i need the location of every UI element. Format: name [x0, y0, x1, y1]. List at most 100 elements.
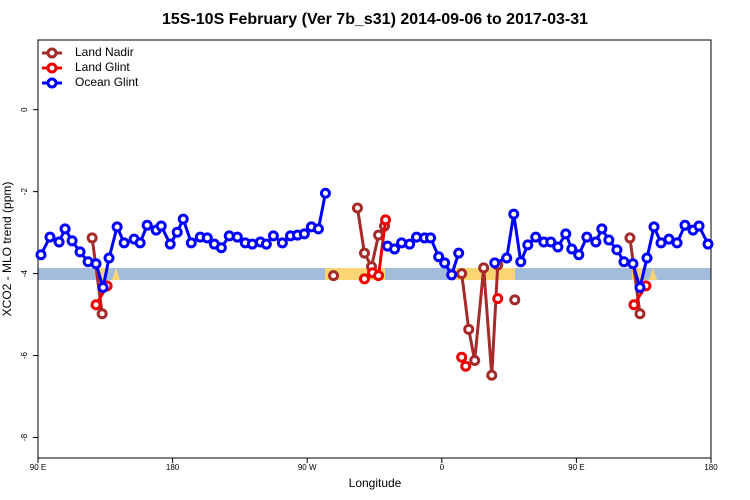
point — [456, 351, 468, 363]
x-tick-label: 90 E — [30, 463, 46, 472]
point — [590, 236, 602, 248]
point — [171, 226, 183, 238]
point — [552, 241, 564, 253]
point — [267, 230, 279, 242]
series-line — [94, 219, 648, 367]
point — [185, 237, 197, 249]
point — [515, 256, 527, 268]
legend-label: Ocean Glint — [75, 75, 139, 89]
point — [96, 308, 108, 320]
point — [460, 360, 472, 372]
point — [215, 242, 227, 254]
point — [59, 223, 71, 235]
point — [530, 231, 542, 243]
point — [446, 269, 458, 281]
point — [111, 221, 123, 233]
point — [545, 236, 557, 248]
point — [35, 249, 47, 261]
point — [276, 237, 288, 249]
point — [312, 223, 324, 235]
point — [611, 244, 623, 256]
point — [90, 258, 102, 270]
point — [425, 232, 437, 244]
point — [351, 202, 363, 214]
legend-label: Land Nadir — [75, 45, 134, 59]
point — [702, 238, 714, 250]
point — [624, 232, 636, 244]
point — [486, 369, 498, 381]
point — [358, 247, 370, 259]
point — [389, 243, 401, 255]
point — [573, 249, 585, 261]
legend-marker — [46, 47, 58, 59]
y-tick-label: -2 — [20, 188, 29, 196]
point — [74, 246, 86, 258]
point — [155, 220, 167, 232]
x-tick-label: 90 E — [568, 463, 584, 472]
x-axis-label: Longitude — [349, 476, 402, 490]
chart-title: 15S-10S February (Ver 7b_s31) 2014-09-06… — [162, 11, 588, 28]
point — [679, 219, 691, 231]
point — [164, 238, 176, 250]
point — [469, 354, 481, 366]
point — [134, 237, 146, 249]
point — [581, 231, 593, 243]
y-axis-label: XCO2 - MLO trend (ppm) — [0, 182, 14, 317]
point — [177, 213, 189, 225]
point — [433, 251, 445, 263]
point — [86, 232, 98, 244]
point — [358, 273, 370, 285]
x-tick-label: 90 W — [298, 463, 317, 472]
point — [618, 256, 630, 268]
point — [439, 257, 451, 269]
land-band — [96, 268, 106, 280]
point — [478, 262, 490, 274]
point — [634, 308, 646, 320]
point — [260, 238, 272, 250]
point — [560, 228, 572, 240]
point — [319, 187, 331, 199]
point — [66, 235, 78, 247]
point — [566, 243, 578, 255]
point — [596, 223, 608, 235]
point — [463, 323, 475, 335]
point — [453, 247, 465, 259]
point — [103, 252, 115, 264]
point — [641, 252, 653, 264]
point — [522, 239, 534, 251]
x-tick-label: 180 — [704, 463, 718, 472]
point — [328, 270, 340, 282]
point — [231, 231, 243, 243]
y-tick-label: 0 — [20, 107, 29, 112]
point — [603, 234, 615, 246]
y-tick-label: -8 — [20, 433, 29, 441]
point — [118, 237, 130, 249]
point — [373, 229, 385, 241]
x-tick-label: 0 — [440, 463, 445, 472]
land-band — [649, 268, 657, 280]
y-tick-label: -6 — [20, 351, 29, 359]
point — [509, 294, 521, 306]
point — [648, 221, 660, 233]
point — [456, 268, 468, 280]
point — [501, 252, 513, 264]
point — [404, 238, 416, 250]
point — [373, 270, 385, 282]
land-band — [112, 268, 120, 280]
point — [380, 214, 392, 226]
point — [508, 208, 520, 220]
y-tick-label: -4 — [20, 269, 29, 277]
point — [201, 232, 213, 244]
legend-marker — [46, 62, 58, 74]
point — [492, 293, 504, 305]
point — [53, 236, 65, 248]
legend-marker — [46, 77, 58, 89]
point — [693, 220, 705, 232]
point — [489, 257, 501, 269]
point — [627, 258, 639, 270]
x-tick-label: 180 — [166, 463, 180, 472]
point — [97, 282, 109, 294]
point — [671, 237, 683, 249]
legend-label: Land Glint — [75, 60, 130, 74]
